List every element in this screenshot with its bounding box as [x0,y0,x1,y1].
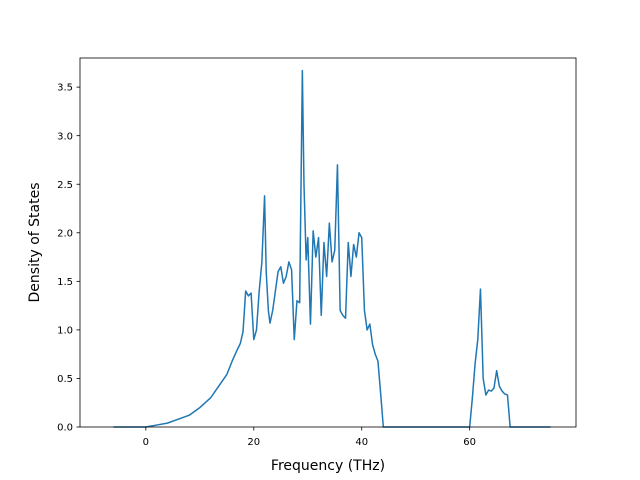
y-tick-label: 2.0 [57,228,73,239]
y-tick-label: 1.0 [57,325,73,336]
axes-frame [79,57,577,428]
y-tick-label: 0.0 [57,423,73,434]
plot-area [113,69,551,428]
dos-series-line [113,69,551,428]
x-tick-label: 20 [247,437,260,448]
x-axis-ticks: 0 20 40 60 [143,427,476,448]
y-axis-label: Density of States [27,183,43,303]
x-tick-label: 0 [143,437,149,448]
y-axis-ticks: 0.0 0.5 1.0 1.5 2.0 2.5 3.0 3.5 [57,83,80,434]
x-tick-label: 60 [463,437,476,448]
x-tick-label: 40 [355,437,368,448]
y-tick-label: 2.5 [57,180,73,191]
y-tick-label: 0.5 [57,374,73,385]
x-axis-label: Frequency (THz) [271,458,385,474]
y-tick-label: 3.0 [57,131,73,142]
y-tick-label: 3.5 [57,83,73,94]
y-tick-label: 1.5 [57,277,73,288]
